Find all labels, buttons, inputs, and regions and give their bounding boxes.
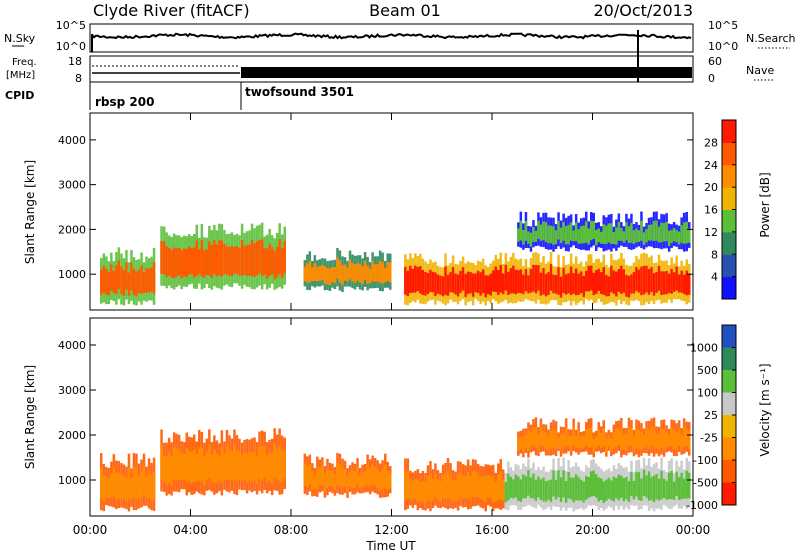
- colorbar-tick-label: 24: [704, 159, 718, 172]
- noise-sky-line: [91, 32, 692, 40]
- colorbar-tick-label: 8: [711, 248, 718, 261]
- colorbar-tick-label: 20: [704, 181, 718, 194]
- power-panel: 1000 2000 3000 4000 Slant Range [km] 4 8 12 16…: [23, 112, 772, 311]
- x-tick-label: 08:00: [274, 523, 309, 537]
- y-tick-label: 1000: [58, 474, 86, 487]
- noise-right-tick-bottom: 10^0: [708, 40, 738, 53]
- velocity-y-axis: 1000 2000 3000 4000: [58, 339, 693, 487]
- y-tick-label: 3000: [58, 179, 86, 192]
- y-tick-label: 2000: [58, 223, 86, 236]
- power-colorbar-label: Power [dB]: [758, 172, 772, 237]
- echo-region-6: [517, 417, 691, 458]
- colorbar-tick-label: 4: [711, 271, 718, 284]
- echo-region-3: [303, 453, 392, 498]
- date-title: 20/Oct/2013: [593, 1, 693, 20]
- colorbar-swatch: [722, 482, 736, 506]
- power-y-axis-label: Slant Range [km]: [23, 160, 37, 264]
- colorbar-swatch: [722, 187, 736, 210]
- freq-label: Freq.: [12, 57, 37, 68]
- nave-label: Nave: [746, 64, 774, 77]
- echo-region-5: [517, 211, 691, 252]
- velocity-panel: 1000 2000 3000 4000 Slant Range [km] 1000 50…: [23, 317, 772, 517]
- freq-tick-bottom: 8: [75, 72, 82, 85]
- noise-left-tick-bottom: 10^0: [56, 40, 86, 53]
- echo-region-5: [504, 457, 691, 512]
- echo-region-2: [160, 428, 286, 496]
- x-tick-label: 04:00: [173, 523, 208, 537]
- x-tick-label: 20:00: [575, 523, 610, 537]
- power-colorbar: 4 8 12 16 20 24 28: [704, 119, 737, 300]
- x-axis-tick-labels: 00:00 04:00 08:00 12:00 16:00 20:00 00:00: [73, 523, 711, 537]
- echo-region-3: [303, 248, 392, 292]
- echo-region-1: [100, 247, 156, 306]
- colorbar-tick-label: 12: [704, 226, 718, 239]
- velocity-y-axis-label: Slant Range [km]: [23, 365, 37, 469]
- freq-panel: Freq. [MHz] 18 8 60 0 Nave: [6, 55, 774, 85]
- y-tick-label: 3000: [58, 384, 86, 397]
- x-tick-label: 12:00: [374, 523, 409, 537]
- freq-tick-top: 18: [68, 55, 82, 68]
- colorbar-swatch: [722, 276, 736, 300]
- noise-panel: N.Sky 10^5 10^0 10^5 10^0 N.Search: [4, 19, 796, 53]
- colorbar-swatch: [722, 142, 736, 166]
- colorbar-tick-label: 28: [704, 136, 718, 149]
- colorbar-swatch: [722, 392, 736, 416]
- cpid-segment-rbsp: rbsp 200: [95, 95, 154, 109]
- colorbar-tick-label: -1000: [686, 499, 718, 512]
- colorbar-swatch: [722, 120, 736, 143]
- power-echo-map: [100, 211, 691, 306]
- colorbar-tick-label: 500: [697, 364, 718, 377]
- colorbar-tick-label: 16: [704, 204, 718, 217]
- colorbar-swatch: [722, 325, 736, 348]
- y-tick-label: 2000: [58, 429, 86, 442]
- colorbar-swatch: [722, 437, 736, 461]
- nsearch-label: N.Search: [746, 32, 796, 45]
- y-tick-label: 4000: [58, 134, 86, 147]
- nave-tick-bottom: 0: [708, 72, 715, 85]
- colorbar-swatch: [722, 415, 736, 438]
- echo-region-2: [160, 222, 286, 290]
- power-x-ticks: [89, 113, 694, 310]
- colorbar-swatch: [722, 254, 736, 278]
- power-y-axis: 1000 2000 3000 4000: [58, 134, 693, 281]
- echo-region-4: [404, 458, 505, 512]
- noise-right-tick-top: 10^5: [708, 19, 738, 32]
- colorbar-tick-label: -100: [693, 454, 718, 467]
- colorbar-swatch: [722, 347, 736, 371]
- cpid-segment-twofsound: twofsound 3501: [245, 85, 354, 99]
- echo-region-1: [100, 453, 156, 512]
- y-tick-label: 4000: [58, 339, 86, 352]
- nave-tick-top: 60: [708, 55, 722, 68]
- station-title: Clyde River (fitACF): [93, 1, 250, 20]
- nsky-label: N.Sky: [4, 32, 36, 45]
- velocity-echo-map: [100, 417, 691, 512]
- colorbar-swatch: [722, 231, 736, 255]
- cpid-label: CPID: [5, 89, 34, 102]
- x-tick-label: 16:00: [475, 523, 510, 537]
- colorbar-swatch: [722, 460, 736, 483]
- x-tick-label: 00:00: [73, 523, 108, 537]
- velocity-x-ticks: [89, 318, 694, 516]
- colorbar-swatch: [722, 209, 736, 233]
- x-tick-label: 00:00: [676, 523, 711, 537]
- y-tick-label: 1000: [58, 268, 86, 281]
- echo-region-4: [404, 252, 691, 306]
- colorbar-tick-label: 1000: [690, 342, 718, 355]
- beam-title: Beam 01: [369, 1, 441, 20]
- velocity-colorbar: 1000 500 100 25 -25 -100 -500 -1000: [686, 324, 737, 512]
- colorbar-swatch: [722, 370, 736, 393]
- noise-tick-marks: [89, 24, 694, 52]
- cpid-panel: CPID rbsp 200 twofsound 3501: [5, 82, 354, 110]
- x-axis-label: Time UT: [365, 539, 416, 553]
- noise-left-tick-top: 10^5: [56, 19, 86, 32]
- colorbar-tick-label: -25: [700, 432, 718, 445]
- colorbar-tick-label: -500: [693, 477, 718, 490]
- colorbar-swatch: [722, 164, 736, 188]
- freq-unit: [MHz]: [6, 70, 35, 81]
- nave-band-twofsound: [241, 67, 692, 78]
- colorbar-tick-label: 25: [704, 409, 718, 422]
- velocity-colorbar-label: Velocity [m s⁻¹]: [758, 363, 772, 456]
- colorbar-tick-label: 100: [697, 387, 718, 400]
